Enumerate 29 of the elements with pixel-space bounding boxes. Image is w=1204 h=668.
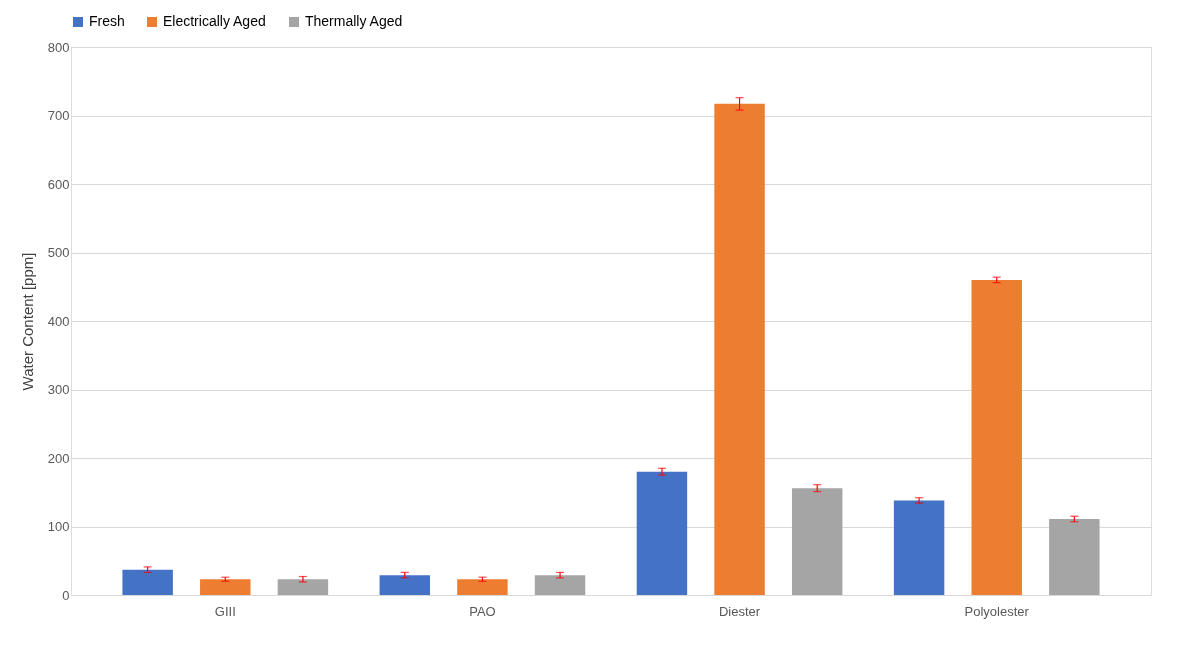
y-tick-label: 800: [47, 39, 70, 55]
legend-label: Fresh: [89, 13, 125, 29]
y-tick-label: 300: [47, 382, 70, 397]
y-tick-label: 500: [47, 245, 70, 260]
bar: [277, 579, 329, 595]
bar: [893, 500, 945, 595]
bar: [971, 279, 1022, 595]
bar: [200, 579, 251, 595]
bar: [534, 575, 586, 595]
bar: [791, 488, 843, 595]
x-tick-label: PAO: [469, 603, 496, 619]
x-tick-label: Polyolester: [964, 603, 1030, 619]
legend-label: Thermally Aged: [305, 13, 403, 29]
bar: [714, 103, 765, 595]
y-tick-label: 700: [47, 108, 70, 123]
legend-label: Electrically Aged: [163, 13, 266, 29]
y-axis-title: Water Content [ppm]: [18, 252, 36, 391]
x-tick-label: Diester: [718, 603, 761, 619]
x-tick-label: GIII: [214, 603, 236, 619]
bar: [122, 569, 173, 595]
y-tick-label: 400: [47, 313, 70, 329]
y-tick-label: 100: [47, 519, 70, 534]
y-tick-label: 200: [47, 450, 70, 466]
bar: [1049, 518, 1100, 595]
bar: [636, 471, 688, 595]
y-tick-label: 600: [47, 176, 70, 192]
bar: [457, 579, 508, 595]
bar: [379, 575, 431, 595]
y-tick-label: 0: [62, 587, 70, 603]
